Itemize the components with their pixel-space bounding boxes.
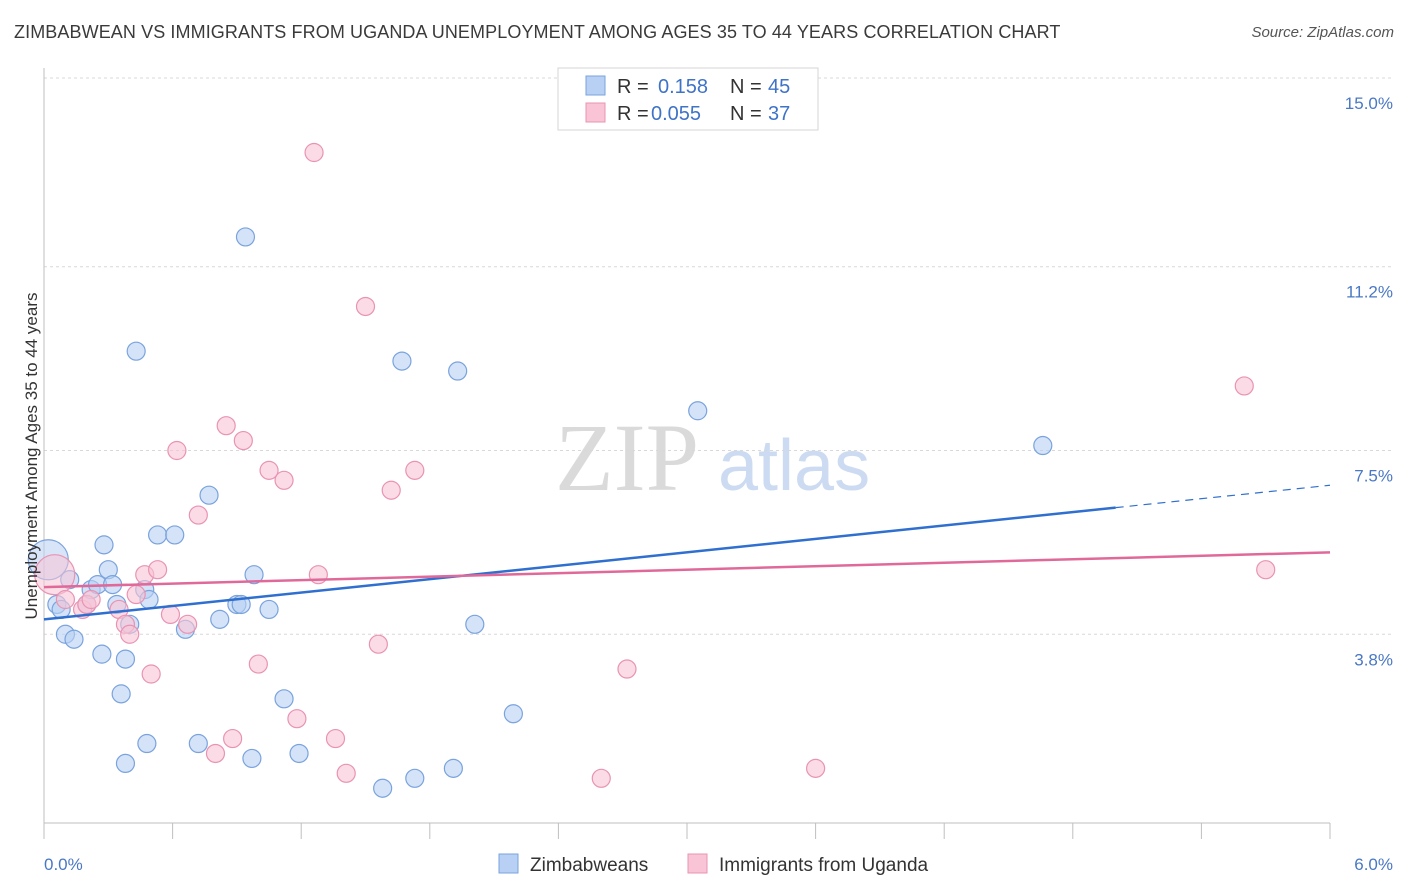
zimbabweans-point-20 [137,733,157,754]
series-zimbabweans-points [27,227,1053,798]
zimbabweans-point-16 [115,649,136,669]
uganda-point-8 [126,584,146,605]
bottom-legend-label-uganda: Immigrants from Uganda [719,855,929,876]
uganda-point-14 [178,614,198,634]
zimbabweans-point-14 [111,684,131,704]
zimbabweans-point-5 [64,629,84,649]
zimbabweans-point-9 [92,644,112,664]
uganda-point-29 [368,634,388,654]
zimbabweans-point-26 [199,485,219,505]
y-tick-label-2: 11.2% [1346,283,1393,302]
zimbabweans-point-27 [210,609,230,629]
uganda-point-27 [336,763,356,783]
uganda-point-22 [274,470,294,490]
uganda-point-34 [805,758,826,778]
zimbabweans-point-33 [259,599,279,620]
axes [43,68,1331,839]
uganda-point-24 [304,142,324,163]
zimbabweans-point-23 [165,525,185,545]
series-uganda-points [34,142,1276,788]
grid-lines [44,77,1393,635]
zimbabweans-point-10 [94,535,114,555]
zimbabweans-point-30 [235,227,256,247]
legend-n-label-1: N = [730,76,762,98]
zimbabweans-trend-line [43,506,1116,621]
uganda-point-33 [617,659,637,679]
x-tick-label-min: 0.0% [44,855,83,874]
uganda-point-10 [141,664,161,684]
legend-r-label-1: R = [617,76,649,98]
zimbabweans-point-15 [115,753,136,774]
uganda-point-12 [160,604,181,625]
zimbabweans-point-42 [503,704,523,724]
bottom-legend: Zimbabweans Immigrants from Uganda [498,853,929,876]
legend-r-value-1: 0.158 [658,76,708,98]
uganda-point-7 [120,624,140,644]
zimbabweans-point-35 [289,743,309,764]
uganda-point-31 [405,460,425,480]
uganda-point-20 [248,654,268,674]
uganda-point-16 [205,743,226,764]
uganda-point-15 [188,505,208,525]
zimbabweans-point-37 [392,351,412,371]
zimbabweans-point-18 [126,341,146,361]
uganda-point-11 [147,560,168,580]
zimbabweans-point-40 [448,361,468,381]
legend-swatch-uganda [585,102,606,123]
y-axis-label: Unemployment Among Ages 35 to 44 years [22,293,41,620]
uganda-point-21 [259,460,279,480]
zimbabweans-point-36 [373,778,393,798]
uganda-trend-line [43,551,1331,589]
zimbabweans-point-44 [1033,435,1053,456]
chart-title: ZIMBABWEAN VS IMMIGRANTS FROM UGANDA UNE… [14,22,1061,42]
bottom-legend-label-zimbabweans: Zimbabweans [530,855,648,876]
y-tick-label-0: 3.8% [1354,650,1393,669]
zimbabweans-point-39 [443,758,463,778]
legend-n-value-2: 37 [768,103,790,125]
legend-n-value-1: 45 [768,76,790,98]
zimbabweans-point-38 [405,768,425,788]
uganda-point-17 [216,416,236,436]
uganda-point-32 [591,768,611,788]
y-tick-label-3: 15.0% [1345,94,1393,113]
legend-r-value-2: 0.055 [651,103,701,125]
bottom-legend-swatch-uganda [687,853,708,874]
uganda-point-23 [287,709,307,729]
x-tick-label-max: 6.0% [1354,855,1393,874]
uganda-point-30 [381,480,401,500]
bottom-legend-swatch-zimbabweans [498,853,519,874]
watermark-zip: ZIP [555,404,699,511]
legend-r-label-2: R = [617,103,649,125]
uganda-point-18 [223,728,243,749]
uganda-point-35 [1234,376,1254,396]
uganda-point-36 [1256,560,1276,580]
uganda-point-1 [55,589,76,610]
y-tick-labels: 3.8% 7.5% 11.2% 15.0% [1345,94,1393,669]
legend-swatch-zimbabweans [585,75,606,96]
zimbabweans-point-25 [188,733,208,754]
zimbabweans-point-43 [688,401,708,421]
zimbabweans-point-22 [147,525,168,545]
zimbabweans-point-41 [465,614,485,634]
zimbabweans-point-32 [244,565,264,585]
source-label: Source: ZipAtlas.com [1251,24,1394,41]
uganda-point-4 [81,589,101,610]
uganda-point-13 [167,440,187,461]
zimbabweans-point-31 [242,748,262,769]
uganda-point-28 [355,296,376,317]
zimbabweans-trend-extension [1115,484,1331,509]
watermark-atlas: atlas [718,426,870,506]
legend-box: R = 0.158 N = 45 R = 0.055 N = 37 [557,67,819,131]
trend-lines [43,484,1331,621]
y-tick-label-1: 7.5% [1354,467,1393,486]
uganda-point-26 [325,728,346,749]
zimbabweans-point-34 [274,689,294,709]
uganda-point-19 [233,430,253,451]
uganda-point-0 [34,554,76,596]
legend-n-label-2: N = [730,103,762,125]
